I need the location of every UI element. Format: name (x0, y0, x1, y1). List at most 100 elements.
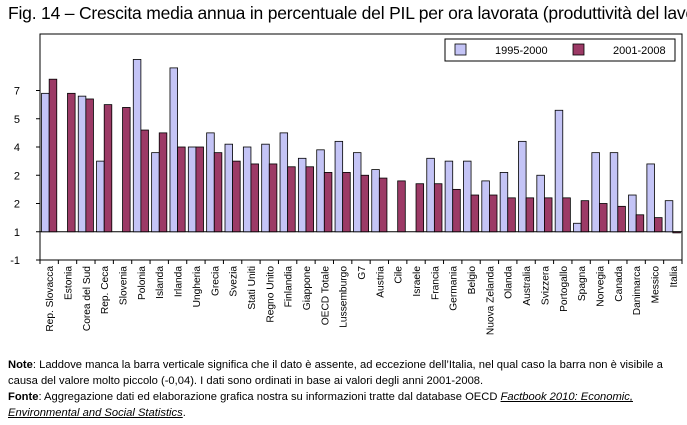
x-category-label: Norvegia (595, 266, 606, 307)
y-tick-label: 1 (14, 227, 20, 239)
bar (158, 132, 168, 233)
y-tick-label: 2 (14, 199, 20, 211)
x-category-label: Stati Uniti (247, 266, 258, 310)
bar (444, 160, 454, 233)
bar (525, 197, 535, 233)
x-category-label: Messico (650, 266, 661, 304)
note-text: : Laddove manca la barra verticale signi… (8, 359, 663, 387)
bar (77, 95, 87, 233)
bar (499, 172, 509, 233)
x-category-label: Ungheria (192, 266, 203, 308)
x-category-label: Portogallo (559, 266, 570, 312)
x-category-label: Svizzera (540, 266, 551, 305)
legend-swatch (572, 43, 585, 56)
x-category-label: G7 (357, 266, 368, 280)
x-category-label: Germania (449, 266, 460, 311)
bar (261, 143, 270, 233)
x-category-label: Estonia (64, 266, 75, 300)
bar (232, 160, 241, 233)
bar (628, 194, 637, 233)
source-link[interactable]: Factbook 2010: Economic, Environmental a… (8, 391, 633, 419)
bar (187, 146, 197, 233)
bar (305, 166, 314, 233)
source-end: . (182, 407, 186, 419)
bar (599, 203, 608, 233)
bar (360, 174, 369, 233)
x-category-label: Israele (412, 266, 423, 297)
legend-box (444, 38, 676, 62)
bar (470, 194, 480, 233)
bar (96, 160, 105, 233)
x-category-label: Francia (430, 266, 441, 300)
x-category-label: Belgio (467, 266, 478, 295)
bar (635, 214, 645, 233)
x-category-label: Regno Unito (265, 266, 276, 323)
bar (250, 163, 259, 233)
note-label: Note (8, 359, 33, 371)
source-paragraph: Fonte: Aggregazione dati ed elaborazione… (8, 389, 680, 421)
bar (617, 205, 626, 233)
x-category-label: Grecia (210, 266, 221, 296)
bar (103, 104, 113, 233)
bar (518, 140, 527, 233)
bar (48, 78, 58, 233)
bar (85, 98, 94, 233)
bar (352, 152, 362, 233)
bar (213, 152, 223, 233)
legend-swatch (454, 43, 467, 56)
bar (646, 163, 655, 233)
bar (609, 152, 619, 233)
x-category-label: Finlandia (284, 266, 295, 308)
bar (463, 160, 472, 233)
x-category-label: Svezia (229, 266, 240, 297)
bar (591, 152, 600, 233)
bar (654, 217, 663, 233)
notes-block: Note: Laddove manca la barra verticale s… (8, 357, 680, 421)
bar (323, 172, 333, 233)
x-category-label: Irlanda (174, 266, 185, 297)
bar (268, 163, 278, 233)
bar (397, 180, 406, 233)
bar (297, 157, 307, 233)
bar (536, 174, 545, 233)
y-tick-label: -1 (10, 255, 20, 267)
bar (672, 231, 681, 234)
bar (279, 132, 289, 233)
bar (140, 129, 149, 233)
bar (151, 152, 160, 233)
x-category-label: Spagna (577, 266, 588, 301)
bar (573, 222, 582, 233)
bar (580, 200, 590, 233)
bar (334, 140, 344, 233)
bar (554, 109, 564, 233)
x-category-label: Cile (394, 266, 405, 284)
bar (67, 92, 76, 233)
x-category-label: Slovenia (119, 266, 130, 305)
bar-chart: -1 1 2 2 4 5 7 Rep. Slovacca Estonia Corea del S… (10, 33, 683, 335)
bar (132, 59, 142, 233)
x-category-label: Islanda (155, 266, 166, 299)
x-category-label: Lussemburgo (339, 266, 350, 328)
bar (481, 180, 490, 233)
bar (206, 132, 215, 233)
x-category-label: OECD Totale (320, 266, 331, 326)
x-category-label: Olanda (504, 266, 515, 299)
chart-title: Fig. 14 – Crescita media annua in percen… (8, 3, 687, 23)
x-category-label: Italia (669, 266, 680, 288)
y-tick-label: 4 (14, 142, 20, 154)
x-category-label: Canada (614, 266, 625, 302)
source-label: Fonte (8, 391, 39, 403)
legend-label: 1995-2000 (495, 45, 548, 57)
source-text: : Aggregazione dati ed elaborazione graf… (38, 391, 501, 403)
x-category-label: Austria (375, 266, 386, 298)
bar (122, 107, 131, 233)
bar (287, 166, 296, 233)
bar (378, 177, 388, 233)
bar (195, 146, 204, 233)
y-tick-label: 7 (14, 86, 20, 98)
x-category-label: Giappone (302, 266, 313, 311)
bar (507, 197, 516, 233)
x-category-label: Polonia (137, 266, 148, 300)
y-tick-label: 5 (14, 114, 20, 126)
x-category-label: Australia (522, 266, 533, 306)
